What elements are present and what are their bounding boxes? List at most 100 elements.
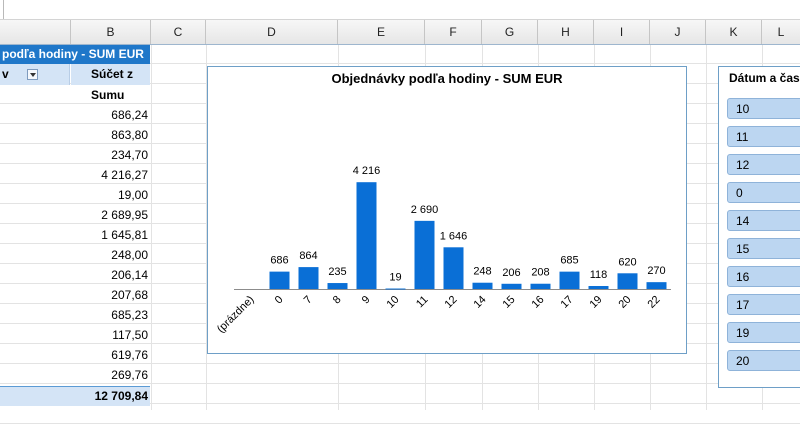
bar-chart[interactable]: Objednávky podľa hodiny - SUM EUR (prázd…: [207, 66, 687, 354]
column-header-h[interactable]: H: [538, 20, 594, 44]
grid-row: [0, 385, 800, 404]
pivot-value-cell[interactable]: 2 689,95: [101, 208, 148, 222]
chart-bar[interactable]: [646, 282, 667, 289]
chart-title[interactable]: Objednávky podľa hodiny - SUM EUR: [331, 71, 563, 86]
chart-bar[interactable]: [443, 247, 464, 289]
chart-bar[interactable]: [414, 220, 435, 289]
slicer-item[interactable]: 15: [727, 238, 800, 259]
pivot-value-cell[interactable]: 234,70: [111, 148, 148, 162]
data-label: 4 216: [353, 165, 381, 177]
pivot-value-cell[interactable]: 207,68: [111, 288, 148, 302]
x-axis-tick-label: 10: [384, 294, 401, 311]
x-axis-tick-label: (prázdne): [215, 294, 257, 336]
chart-bar[interactable]: [501, 283, 522, 289]
column-header-d[interactable]: D: [206, 20, 338, 44]
slicer-item[interactable]: 16: [727, 266, 800, 287]
pivot-value-cell[interactable]: 117,50: [112, 328, 148, 342]
chart-bar[interactable]: [269, 271, 290, 289]
x-axis-tick-label: 19: [587, 294, 604, 311]
slicer-panel[interactable]: Dátum a čas 10 11 12 0 14 15 16 17 19 20: [718, 66, 800, 388]
x-axis-tick-label: 0: [273, 294, 286, 307]
data-label: 864: [299, 250, 317, 262]
chart-bar[interactable]: [472, 282, 493, 289]
data-label: 620: [618, 256, 636, 268]
gridline: [151, 45, 152, 410]
pivot-table-title: podľa hodiny - SUM EUR: [0, 45, 150, 64]
pivot-total-row: [0, 386, 150, 406]
pivot-value-cell[interactable]: 269,76: [111, 368, 148, 382]
x-axis-tick-label: 8: [331, 294, 344, 307]
column-header-k[interactable]: K: [706, 20, 762, 44]
x-axis-tick-label: 7: [302, 294, 315, 307]
x-axis-tick-label: 12: [442, 294, 459, 311]
x-axis-tick-label: 11: [414, 294, 431, 311]
pivot-value-cell[interactable]: 685,23: [111, 308, 148, 322]
slicer-item[interactable]: 10: [727, 98, 800, 119]
column-header-e[interactable]: E: [338, 20, 425, 44]
grid-row: [0, 365, 800, 384]
slicer-item[interactable]: 0: [727, 182, 800, 203]
gridline: [206, 45, 207, 410]
slicer-item[interactable]: 11: [727, 126, 800, 147]
slicer-item[interactable]: 20: [727, 350, 800, 371]
formula-bar[interactable]: [0, 0, 800, 20]
chart-bar[interactable]: [588, 286, 609, 289]
formula-bar-edge: [0, 0, 4, 19]
chart-bar[interactable]: [385, 288, 406, 290]
column-header-f[interactable]: F: [425, 20, 482, 44]
column-header-l[interactable]: L: [777, 25, 785, 39]
grid-row: [0, 405, 800, 424]
pivot-value-cell[interactable]: 1 645,81: [101, 228, 148, 242]
pivot-value-cell[interactable]: 686,24: [111, 108, 148, 122]
grid-row: [0, 345, 800, 364]
x-axis-tick-label: 22: [645, 294, 662, 311]
slicer-item[interactable]: 17: [727, 294, 800, 315]
x-axis-tick-label: 14: [471, 294, 488, 311]
data-label: 19: [389, 272, 401, 284]
pivot-value-cell[interactable]: 863,80: [111, 128, 148, 142]
pivot-value-cell[interactable]: 4 216,27: [101, 168, 148, 182]
pivot-value-cell[interactable]: 619,76: [111, 348, 148, 362]
column-headers: B C D E F G H I J K L: [0, 20, 800, 45]
chart-bar[interactable]: [327, 283, 348, 289]
slicer-item[interactable]: 14: [727, 210, 800, 231]
slicer-item[interactable]: 12: [727, 154, 800, 175]
data-label: 235: [328, 266, 346, 278]
pivot-grand-total[interactable]: 12 709,84: [94, 389, 148, 403]
chart-bar[interactable]: [298, 267, 319, 289]
filter-dropdown-icon[interactable]: [27, 69, 38, 80]
pivot-value-cell[interactable]: 248,00: [111, 248, 148, 262]
pivot-value-cell[interactable]: [71, 85, 148, 104]
data-label: 270: [647, 265, 665, 277]
column-header-b[interactable]: B: [71, 20, 151, 44]
pivot-value-header[interactable]: Súčet z Sumu: [71, 64, 150, 102]
chart-bar[interactable]: [530, 283, 551, 289]
column-header-g[interactable]: G: [482, 20, 538, 44]
column-header-a-partial[interactable]: [0, 20, 71, 44]
data-label: 206: [502, 267, 520, 279]
x-axis-tick-label: 16: [529, 294, 546, 311]
chart-bar[interactable]: [617, 273, 638, 289]
pivot-value-cell[interactable]: 206,14: [111, 268, 148, 282]
x-axis-tick-label: 15: [500, 294, 517, 311]
gridline: [706, 45, 707, 410]
column-header-i[interactable]: I: [594, 20, 650, 44]
slicer-item[interactable]: 19: [727, 322, 800, 343]
x-axis-tick-label: 9: [360, 294, 373, 307]
data-label: 118: [590, 269, 608, 281]
grid-row: [0, 45, 800, 64]
x-axis-tick-label: 20: [616, 294, 633, 311]
data-label: 686: [270, 255, 288, 267]
data-label: 208: [531, 267, 549, 279]
column-header-c[interactable]: C: [151, 20, 206, 44]
chart-bar[interactable]: [559, 271, 580, 289]
data-label: 2 690: [411, 204, 439, 216]
data-label: 1 646: [440, 230, 468, 242]
chart-bar[interactable]: [356, 182, 377, 289]
column-header-j[interactable]: J: [650, 20, 706, 44]
slicer-title: Dátum a čas: [729, 71, 800, 85]
x-axis-tick-label: 17: [558, 294, 575, 311]
data-label: 248: [473, 266, 491, 278]
pivot-value-cell[interactable]: 19,00: [117, 188, 148, 202]
data-label: 685: [560, 255, 578, 267]
